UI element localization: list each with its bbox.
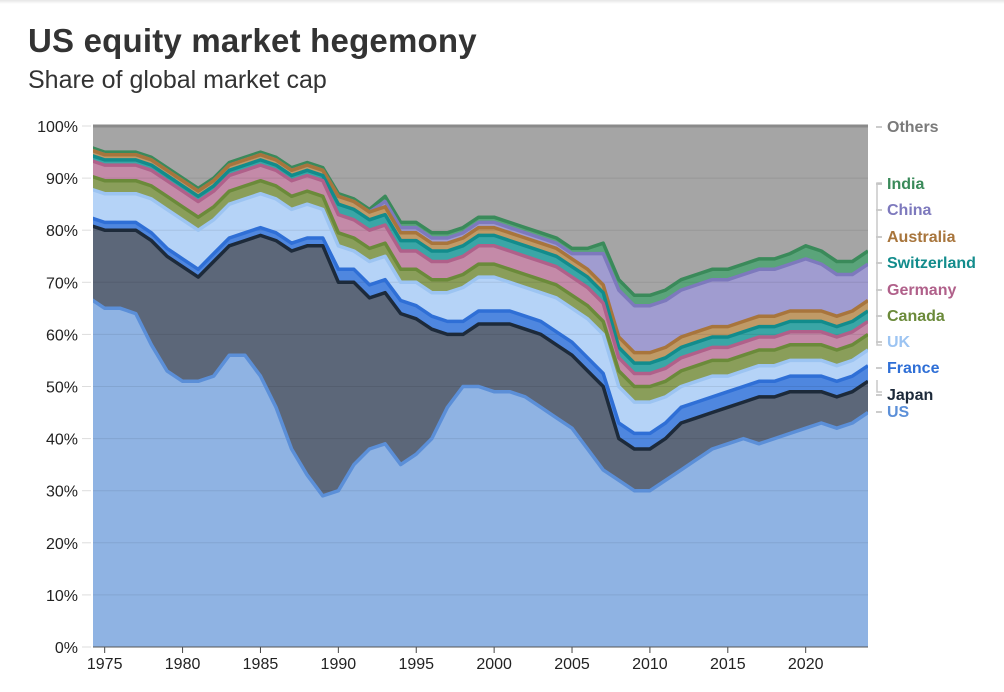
y-tick-label: 0% [55,640,78,657]
y-tick-label: 80% [46,223,78,240]
y-tick-label: 70% [46,275,78,292]
chart-title: US equity market hegemony [28,22,477,59]
y-tick-label: 20% [46,536,78,553]
line-uk [93,187,868,404]
x-tick-label: 1980 [165,656,201,673]
x-tick-label: 2015 [710,656,746,673]
y-tick-label: 50% [46,380,78,397]
legend-label-australia: Australia [887,229,956,246]
y-tick-label: 40% [46,432,78,449]
y-tick-label: 60% [46,327,78,344]
line-us [93,298,868,498]
y-tick-label: 90% [46,171,78,188]
area-us [93,300,868,647]
x-tick-label: 2010 [632,656,668,673]
line-australia [93,148,868,355]
legend-label-germany: Germany [887,282,956,299]
line-canada [93,174,868,389]
plot-area [93,124,868,647]
x-tick-label: 1990 [321,656,357,673]
x-tick-label: 2000 [476,656,512,673]
legend-label-china: China [887,202,932,219]
legend-label-us: US [887,404,910,421]
legend-label-france: France [887,360,940,377]
x-tick-label: 1985 [243,656,279,673]
x-tick-label: 1975 [87,656,123,673]
x-tick-label: 2005 [554,656,590,673]
legend-label-india: India [887,176,924,193]
line-switzerland [93,154,868,365]
y-tick-label: 10% [46,588,78,605]
y-tick-label: 30% [46,484,78,501]
legend-label-switzerland: Switzerland [887,255,976,272]
line-germany [93,159,868,376]
legend-label-others: Others [887,119,939,136]
x-tick-label: 2020 [788,656,824,673]
legend-label-japan: Japan [887,387,933,404]
x-tick-label: 1995 [398,656,434,673]
legend-bracket [876,380,882,393]
line-france [93,216,868,436]
line-japan [93,224,868,451]
line-india [93,146,868,298]
top-shadow [0,0,1004,4]
legend-bracket [876,182,882,346]
legend-label-canada: Canada [887,308,945,325]
y-tick-label: 100% [37,119,78,136]
legend-label-uk: UK [887,334,911,351]
chart-subtitle: Share of global market cap [28,66,327,94]
